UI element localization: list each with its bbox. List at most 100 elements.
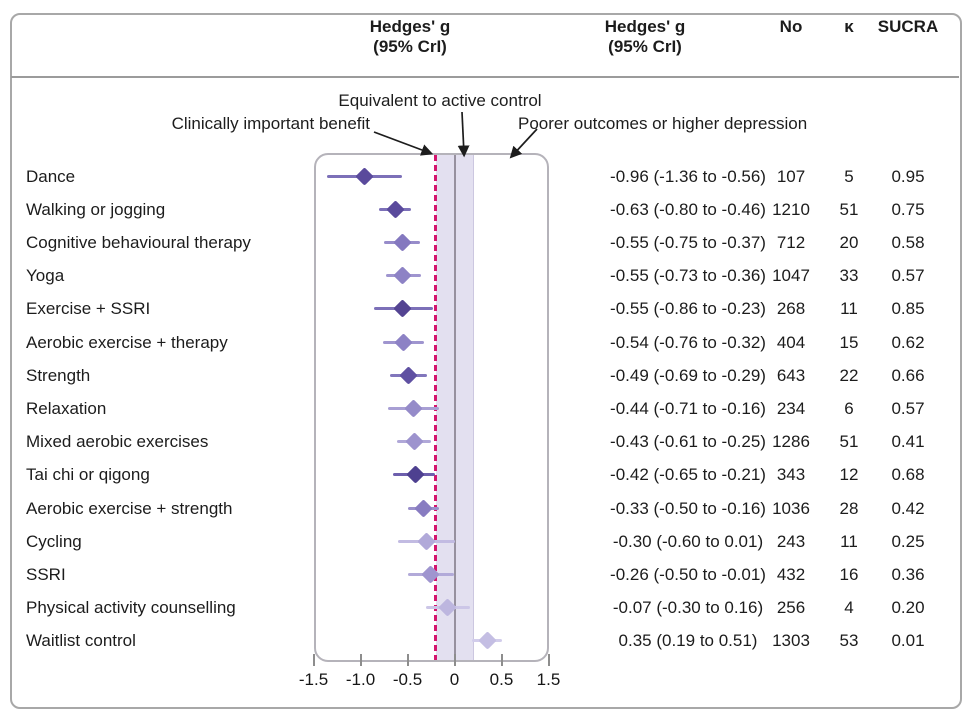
- k-value-9: 12: [839, 465, 859, 485]
- row-label-9: Tai chi or qigong: [26, 465, 150, 485]
- k-value-5: 15: [839, 332, 859, 352]
- axis-tick-3: [453, 654, 456, 666]
- ci-text-6: -0.49 (-0.69 to -0.29): [610, 365, 766, 385]
- k-value-11: 11: [840, 531, 858, 551]
- axis-tick-0: [312, 654, 315, 666]
- sucra-value-3: 0.57: [891, 266, 925, 286]
- plot-column-header: Hedges' g (95% CrI): [370, 17, 451, 57]
- ci-text-12: -0.26 (-0.50 to -0.01): [610, 564, 766, 584]
- row-label-13: Physical activity counselling: [26, 598, 236, 618]
- zero-reference-line: [453, 155, 456, 660]
- sucra-value-8: 0.41: [891, 432, 925, 452]
- n-value-3: 1047: [772, 266, 810, 286]
- sucra-value-0: 0.95: [891, 166, 925, 186]
- header-divider: [11, 76, 959, 78]
- k-value-6: 22: [839, 365, 859, 385]
- axis-tick-1: [359, 654, 362, 666]
- k-value-4: 11: [840, 299, 858, 319]
- axis-tick-label-4: 0.5: [489, 670, 514, 689]
- row-label-1: Walking or jogging: [26, 199, 166, 219]
- diamond-11: [417, 531, 436, 551]
- diamond-8: [404, 432, 424, 451]
- sucra-value-12: 0.36: [891, 564, 925, 584]
- row-label-8: Mixed aerobic exercises: [26, 432, 209, 452]
- sucra-value-5: 0.62: [891, 332, 925, 352]
- ci-text-8: -0.43 (-0.61 to -0.25): [610, 432, 766, 452]
- axis-tick-label-5: 1.5: [536, 670, 561, 689]
- sucra-value-1: 0.75: [891, 199, 925, 219]
- k-value-8: 51: [839, 432, 859, 452]
- row-label-5: Aerobic exercise + therapy: [26, 332, 228, 352]
- row-label-10: Aerobic exercise + strength: [26, 498, 233, 518]
- diamond-5: [394, 332, 413, 352]
- diamond-9: [405, 465, 425, 484]
- n-value-10: 1036: [772, 498, 810, 518]
- row-label-12: SSRI: [26, 564, 66, 584]
- ci-text-14: 0.35 (0.19 to 0.51): [618, 631, 758, 651]
- n-value-5: 404: [776, 332, 806, 352]
- ci-text-0: -0.96 (-1.36 to -0.56): [610, 166, 766, 186]
- sucra-value-7: 0.57: [891, 398, 925, 418]
- k-value-0: 5: [844, 166, 854, 186]
- n-column-header: No: [779, 17, 803, 36]
- sucra-column-header: SUCRA: [877, 17, 939, 36]
- ci-text-13: -0.07 (-0.30 to 0.16): [612, 598, 764, 618]
- row-label-14: Waitlist control: [26, 631, 136, 651]
- diamond-10: [414, 498, 433, 518]
- ci-text-4: -0.55 (-0.86 to -0.23): [610, 299, 766, 319]
- row-label-7: Relaxation: [26, 398, 107, 418]
- n-value-2: 712: [776, 232, 806, 252]
- diamond-0: [355, 166, 374, 186]
- n-value-1: 1210: [772, 199, 810, 219]
- sucra-value-9: 0.68: [891, 465, 925, 485]
- diamond-6: [399, 365, 418, 385]
- k-value-10: 28: [839, 498, 859, 518]
- kappa-column-header: κ: [844, 17, 854, 36]
- sucra-value-6: 0.66: [891, 365, 925, 385]
- ci-text-7: -0.44 (-0.71 to -0.16): [610, 398, 766, 418]
- k-value-3: 33: [839, 266, 859, 286]
- row-label-3: Yoga: [26, 266, 65, 286]
- annotation-equivalent: Equivalent to active control: [338, 91, 542, 110]
- diamond-14: [478, 631, 497, 650]
- diamond-4: [393, 299, 412, 318]
- k-value-7: 6: [844, 398, 854, 418]
- value-header-line2: (95% CrI): [608, 37, 682, 56]
- diamond-3: [393, 266, 412, 285]
- sucra-value-2: 0.58: [891, 232, 925, 252]
- row-label-6: Strength: [26, 365, 91, 385]
- n-value-11: 243: [776, 531, 806, 551]
- diamond-7: [403, 399, 423, 418]
- annotation-poorer: Poorer outcomes or higher depression: [518, 114, 808, 133]
- value-header-line1: Hedges' g: [604, 17, 686, 36]
- n-value-13: 256: [776, 598, 806, 618]
- n-value-7: 234: [776, 398, 806, 418]
- axis-tick-label-3: 0: [449, 670, 460, 689]
- sucra-value-14: 0.01: [891, 631, 925, 651]
- ci-text-11: -0.30 (-0.60 to 0.01): [612, 531, 764, 551]
- diamond-2: [393, 233, 412, 252]
- k-value-13: 4: [844, 598, 854, 618]
- sucra-value-11: 0.25: [891, 531, 925, 551]
- row-label-11: Cycling: [26, 531, 82, 551]
- annotation-benefit: Clinically important benefit: [171, 114, 370, 133]
- plot-area: [314, 153, 549, 662]
- sucra-value-13: 0.20: [891, 598, 925, 618]
- ci-text-2: -0.55 (-0.75 to -0.37): [610, 232, 766, 252]
- n-value-14: 1303: [772, 631, 810, 651]
- value-column-header: Hedges' g (95% CrI): [605, 17, 686, 57]
- axis-tick-5: [547, 654, 550, 666]
- ci-text-5: -0.54 (-0.76 to -0.32): [610, 332, 766, 352]
- axis-tick-2: [406, 654, 409, 666]
- sucra-value-10: 0.42: [891, 498, 925, 518]
- ci-text-3: -0.55 (-0.73 to -0.36): [610, 266, 766, 286]
- plot-header-line1: Hedges' g: [369, 17, 451, 36]
- plot-header-line2: (95% CrI): [373, 37, 447, 56]
- k-value-1: 51: [839, 199, 859, 219]
- k-value-2: 20: [839, 232, 859, 252]
- k-value-14: 53: [839, 631, 859, 651]
- n-value-8: 1286: [772, 432, 810, 452]
- k-value-12: 16: [839, 564, 859, 584]
- n-value-12: 432: [776, 564, 806, 584]
